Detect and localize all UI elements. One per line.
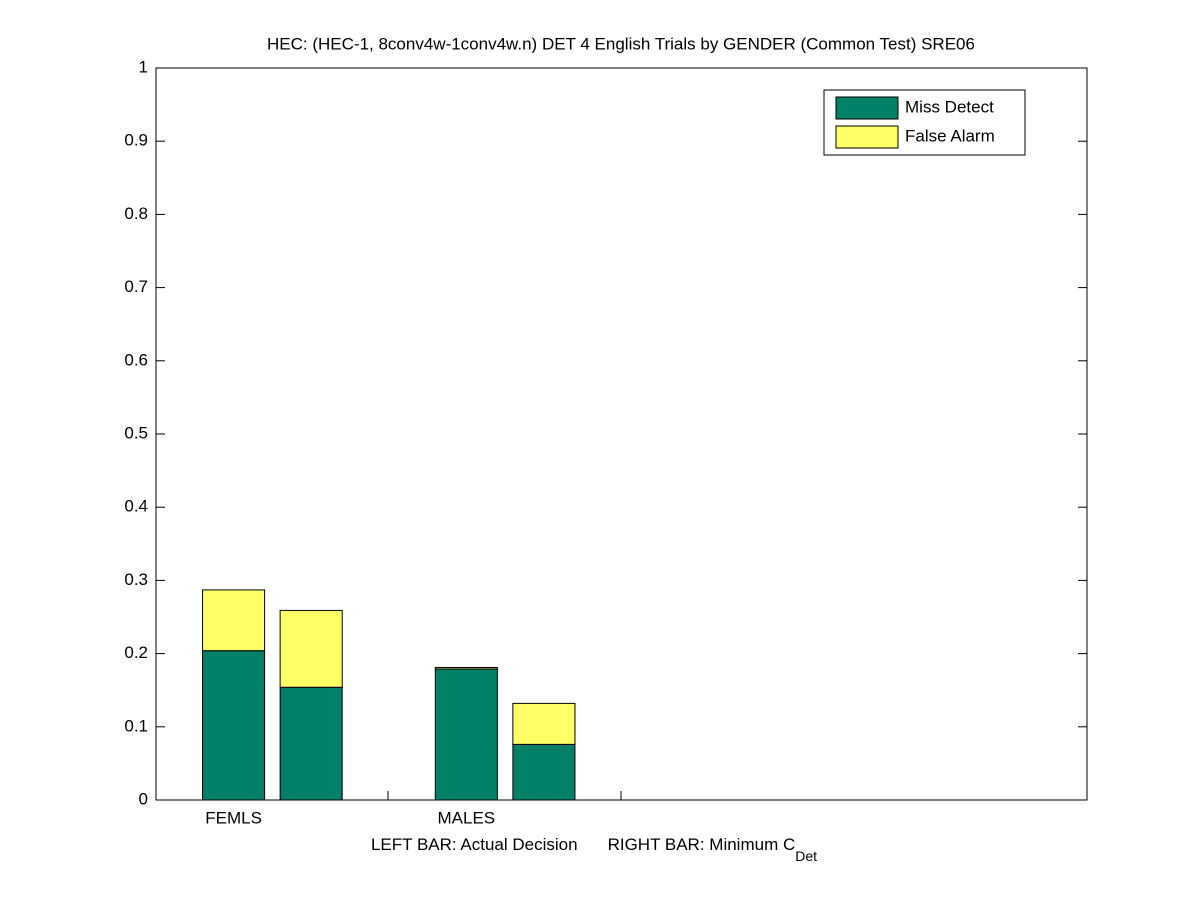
y-tick-label: 0.9 [124,131,148,150]
legend-swatch [835,125,899,149]
bar-segment [512,743,576,801]
axes-box [155,67,1088,801]
x-axis-label-subscript: Det [795,848,817,864]
x-tick-label: MALES [438,808,496,827]
bar-segment [202,650,266,801]
bar-segment [434,668,498,801]
x-axis-label-right: RIGHT BAR: Minimum C [608,835,796,854]
chart-title: HEC: (HEC-1, 8conv4w-1conv4w.n) DET 4 En… [267,34,975,53]
bar-segment [512,702,576,745]
bar-segment [279,686,343,801]
x-axis-label: LEFT BAR: Actual Decision RIGHT BAR: Mini… [371,835,817,863]
x-tick-label: FEMLS [205,808,262,827]
y-tick-label: 0.8 [124,204,148,223]
bar-segment [202,589,266,652]
y-tick-label: 0.6 [124,350,148,369]
bar-segment [434,667,498,670]
x-axis-label-left: LEFT BAR: Actual Decision [371,835,578,854]
plot-area: 0 0.1 0.2 0.3 0.4 0.5 0.6 0.7 0.8 0.9 1 FEMLS MALES M… [124,57,1088,827]
legend-swatch [835,96,899,120]
y-tick-label: 0.5 [124,423,148,442]
y-tick-label: 0.2 [124,643,148,662]
y-tick-label: 0.4 [124,497,148,516]
y-tick-label: 0.1 [124,716,148,735]
bar-segment [279,609,343,688]
y-tick-label: 1 [139,57,148,76]
y-tick-label: 0.3 [124,570,148,589]
legend-label: Miss Detect [905,97,994,116]
legend-label: False Alarm [905,126,995,145]
y-tick-label: 0 [139,789,148,808]
y-tick-label: 0.7 [124,277,148,296]
